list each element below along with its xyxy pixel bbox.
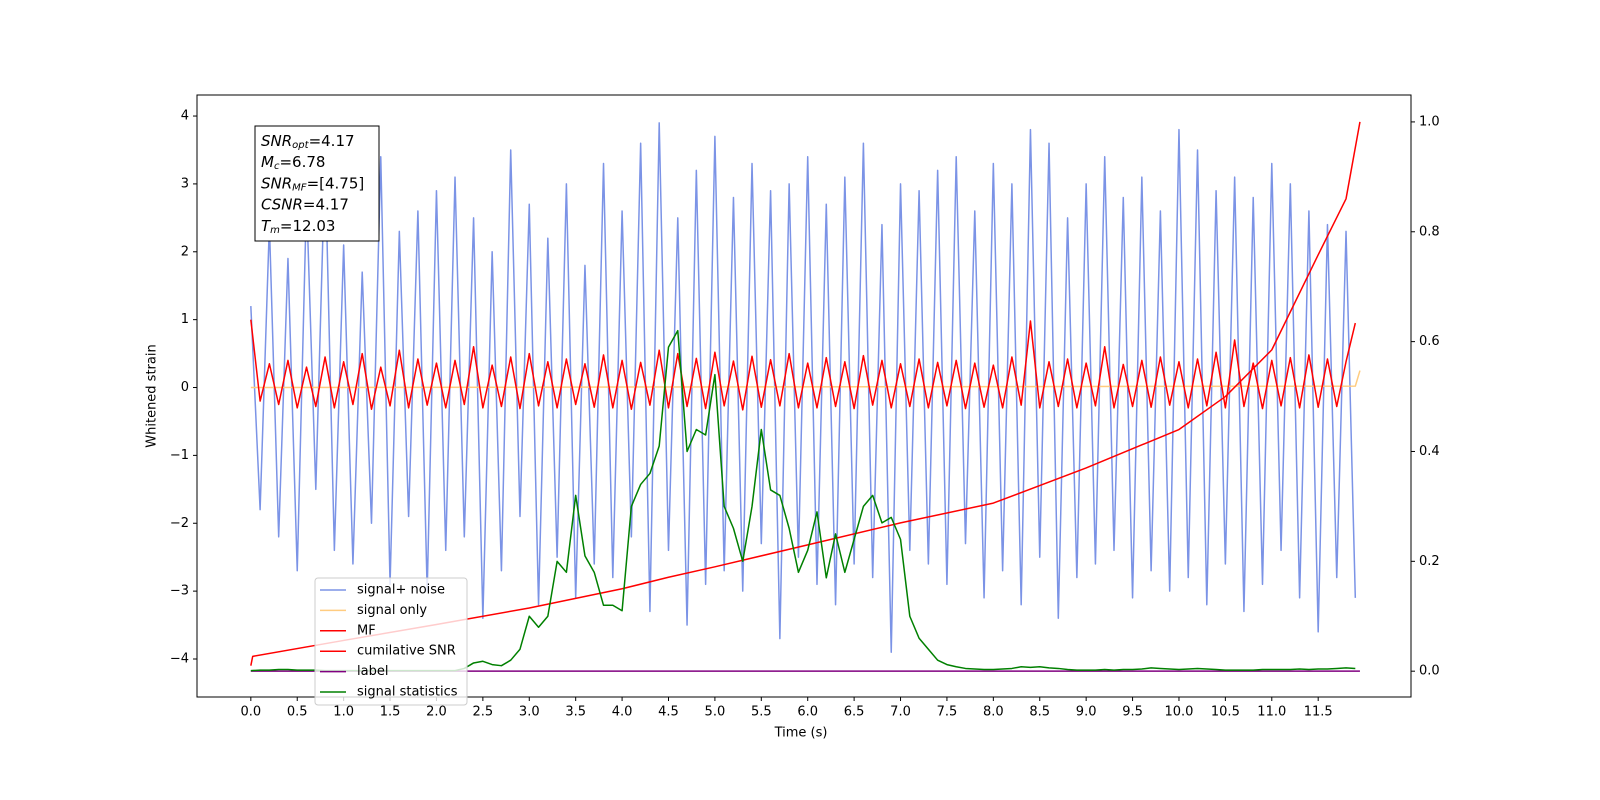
annotation: Mc=6.78 [261, 153, 325, 173]
annotation-text: =12.03 [280, 216, 336, 234]
x-tick-label: 11.0 [1257, 705, 1286, 720]
x-axis-label: Time (s) [774, 726, 828, 741]
legend-box [314, 577, 468, 706]
y-tick-label: −2 [170, 516, 189, 531]
y-axis-label: Whitened strain [145, 344, 160, 447]
y2-tick-label: 0.4 [1419, 444, 1440, 459]
legend-label: signal only [357, 603, 427, 618]
x-tick-label: 7.0 [890, 705, 911, 720]
x-tick-label: 4.5 [658, 705, 679, 720]
x-tick-label: 0.5 [287, 705, 308, 720]
y2-tick-label: 0.8 [1419, 224, 1440, 239]
x-tick-label: 1.0 [333, 705, 354, 720]
annotation-sub: MF [292, 182, 307, 193]
x-tick-label: 10.5 [1211, 705, 1240, 720]
annotation-text: =4.17 [309, 132, 355, 150]
annotation-sub: opt [292, 140, 309, 151]
x-tick-label: 3.0 [519, 705, 540, 720]
x-tick-label: 8.5 [1029, 705, 1050, 720]
annotation-text: =6.78 [279, 153, 325, 171]
annotation-sub: c [274, 161, 280, 172]
x-tick-label: 0.0 [240, 705, 261, 720]
annotation: CSNR=4.17 [261, 195, 349, 213]
annotation: SNRopt=4.17 [261, 132, 355, 152]
y2-tick-label: 0.6 [1419, 334, 1440, 349]
annotation-text: =4.17 [303, 195, 349, 213]
legend-label: signal+ noise [357, 583, 445, 598]
x-tick-label: 11.5 [1304, 705, 1333, 720]
x-tick-label: 9.0 [1076, 705, 1097, 720]
legend-label: MF [357, 623, 376, 638]
y-tick-label: −3 [170, 584, 189, 599]
x-tick-label: 8.0 [983, 705, 1004, 720]
y-tick-label: −1 [170, 448, 189, 463]
series-line [250, 319, 1357, 411]
x-tick-label: 3.5 [565, 705, 586, 720]
legend-label: signal statistics [357, 685, 458, 700]
annotation: SNRMF=[4.75] [261, 174, 364, 194]
annotation-box [254, 125, 380, 242]
annotation-name: T [261, 216, 272, 234]
x-tick-label: 5.5 [751, 705, 772, 720]
annotation-name: SNR [261, 132, 292, 150]
x-tick-label: 5.0 [705, 705, 726, 720]
legend-label: cumilative SNR [357, 644, 456, 659]
series-line [250, 370, 1361, 389]
y-tick-label: 3 [181, 176, 189, 191]
y2-tick-label: 1.0 [1419, 114, 1440, 129]
series-line [250, 122, 1357, 653]
annotation-sub: m [270, 225, 280, 236]
x-tick-label: 2.5 [473, 705, 494, 720]
y-tick-label: 0 [181, 380, 189, 395]
y2-tick-label: 0.0 [1419, 664, 1440, 679]
axes-frame [196, 94, 1412, 698]
legend-label: label [357, 664, 388, 679]
annotation: Tm=12.03 [261, 216, 335, 236]
y-tick-label: 1 [181, 312, 189, 327]
x-tick-label: 7.5 [937, 705, 958, 720]
annotation-text: =[4.75] [307, 174, 365, 192]
annotation-name: M [261, 153, 274, 171]
x-tick-label: 1.5 [380, 705, 401, 720]
y2-tick-label: 0.2 [1419, 554, 1440, 569]
x-tick-label: 9.5 [1122, 705, 1143, 720]
x-tick-label: 10.0 [1164, 705, 1193, 720]
x-tick-label: 2.0 [426, 705, 447, 720]
x-tick-label: 6.5 [844, 705, 865, 720]
annotation-name: SNR [261, 174, 292, 192]
y-tick-label: −4 [170, 651, 189, 666]
x-tick-label: 4.0 [612, 705, 633, 720]
x-tick-label: 6.0 [797, 705, 818, 720]
y-tick-label: 4 [181, 109, 189, 124]
y-tick-label: 2 [181, 244, 189, 259]
annotation-name: CSNR [261, 195, 303, 213]
